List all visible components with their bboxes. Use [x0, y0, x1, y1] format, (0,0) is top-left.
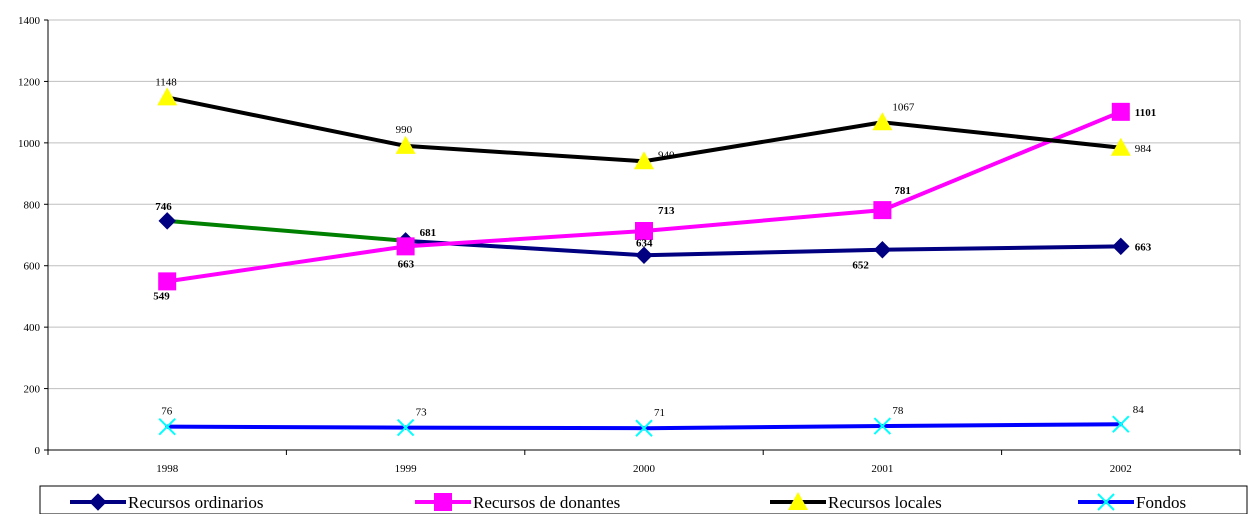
- axes: 0 200 400 600 800 1000 1200 1400 1998 1999 2000 200…: [18, 15, 1241, 475]
- data-label-recursos-de-donantes-2002: 1101: [1135, 107, 1156, 119]
- legend-box: [39, 485, 1248, 514]
- legend-item-recursos-de-donantes: Recursos de donantes: [415, 493, 620, 512]
- y-tick-label-200: 200: [24, 384, 41, 396]
- x-tick-label-1998: 1998: [156, 463, 179, 475]
- legend-item-recursos-locales: Recursos locales: [770, 492, 942, 512]
- series-segment-fondos-1: [403, 425, 646, 431]
- series-segment-recursos-de-donantes-1: [403, 229, 646, 249]
- y-tick-label-400: 400: [24, 322, 41, 334]
- point-fondos-2002-stroke-b: [1112, 415, 1130, 433]
- x-tick-label-2000: 2000: [633, 463, 656, 475]
- legend-marker-fondos: [1097, 493, 1115, 511]
- point-fondos-1998: [158, 417, 176, 436]
- legend-marker-recursos-locales: [788, 492, 808, 510]
- y-tick-label-800: 800: [24, 199, 41, 211]
- data-label-recursos-de-donantes-2000: 713: [658, 205, 675, 217]
- y-tick-label-1000: 1000: [18, 138, 41, 150]
- legend-item-fondos: Fondos: [1078, 493, 1186, 512]
- point-fondos-2001: [873, 417, 892, 435]
- point-recursos-de-donantes-2001: [873, 201, 892, 220]
- x-tick-label-2001: 2001: [871, 463, 893, 475]
- series-segment-recursos-locales-3: [880, 120, 1123, 150]
- data-labels: 746 681 634 652 663 549 663 713 781 1101 1148 990 94…: [153, 76, 1156, 419]
- y-tick-label-1400: 1400: [18, 15, 41, 27]
- series-segment-recursos-de-donantes-3: [880, 109, 1123, 213]
- point-recursos-locales-2000: [634, 151, 654, 170]
- legend-marker-fondos-stroke-b: [1097, 493, 1115, 511]
- point-recursos-locales-1999: [395, 135, 416, 154]
- series-segment-recursos-ordinarios-0: [165, 218, 408, 243]
- data-label-recursos-de-donantes-2001: 781: [894, 185, 911, 197]
- series-segment-fondos-2: [642, 424, 885, 431]
- series-markers: [157, 87, 1131, 437]
- point-recursos-de-donantes-1999: [396, 237, 415, 256]
- x-tick-label-2002: 2002: [1110, 463, 1132, 475]
- series-segment-recursos-locales-2: [642, 120, 885, 164]
- data-label-recursos-locales-2000: 940: [658, 149, 675, 161]
- data-label-fondos-1999: 73: [416, 407, 428, 419]
- series-segment-recursos-de-donantes-2: [642, 208, 885, 234]
- point-recursos-locales-2002: [1110, 137, 1131, 156]
- point-recursos-locales-1998: [157, 87, 178, 106]
- data-label-fondos-2002: 84: [1133, 404, 1145, 416]
- data-label-recursos-de-donantes-1999: 663: [398, 258, 415, 270]
- legend-label-fondos: Fondos: [1136, 493, 1186, 512]
- legend-label-recursos-ordinarios: Recursos ordinarios: [128, 493, 264, 512]
- series-segment-recursos-ordinarios-2: [642, 247, 885, 258]
- gridlines: [48, 19, 1241, 450]
- legend-label-recursos-locales: Recursos locales: [828, 493, 942, 512]
- series-segment-fondos-3: [880, 422, 1123, 429]
- y-tick-label-600: 600: [24, 261, 41, 273]
- data-label-fondos-2000: 71: [654, 407, 665, 419]
- data-label-fondos-2001: 78: [892, 405, 904, 417]
- point-recursos-locales-2001: [872, 112, 893, 131]
- point-fondos-1998-stroke-b: [158, 417, 176, 436]
- point-recursos-de-donantes-1998: [158, 272, 177, 291]
- legend-marker-recursos-ordinarios: [89, 493, 107, 511]
- legend-label-recursos-de-donantes: Recursos de donantes: [473, 493, 620, 512]
- series-lines: [165, 95, 1123, 431]
- point-fondos-2002: [1112, 415, 1130, 433]
- data-label-recursos-locales-2001: 1067: [892, 101, 915, 113]
- point-recursos-ordinarios-1998: [158, 212, 176, 230]
- data-label-recursos-ordinarios-2001: 652: [852, 260, 869, 272]
- y-tick-label-0: 0: [35, 445, 41, 457]
- point-fondos-2000-stroke-b: [635, 419, 653, 437]
- data-label-recursos-locales-1999: 990: [396, 124, 413, 136]
- series-segment-recursos-de-donantes-0: [165, 244, 408, 284]
- data-label-recursos-ordinarios-2002: 663: [1135, 241, 1152, 253]
- point-recursos-de-donantes-2002: [1111, 102, 1130, 121]
- data-label-recursos-locales-1998: 1148: [155, 76, 177, 88]
- series-segment-recursos-locales-0: [165, 95, 408, 148]
- series-segment-recursos-locales-1: [403, 143, 646, 164]
- point-fondos-1999: [396, 418, 415, 437]
- data-label-fondos-1998: 76: [161, 406, 173, 418]
- point-recursos-ordinarios-2000: [635, 246, 653, 264]
- legend-item-recursos-ordinarios: Recursos ordinarios: [70, 493, 264, 512]
- data-label-recursos-de-donantes-1998: 549: [153, 290, 170, 302]
- point-recursos-ordinarios-2002: [1112, 237, 1130, 256]
- legend: Recursos ordinarios Recursos de donantes R…: [39, 485, 1248, 514]
- point-recursos-ordinarios-2001: [873, 241, 892, 259]
- point-fondos-2001-stroke-b: [873, 417, 892, 435]
- data-label-recursos-ordinarios-1999: 681: [420, 227, 437, 239]
- point-fondos-2000: [635, 419, 653, 437]
- x-tick-label-1999: 1999: [395, 463, 418, 475]
- point-fondos-1999-stroke-b: [396, 418, 415, 437]
- data-label-recursos-ordinarios-2000: 634: [636, 237, 653, 249]
- series-segment-fondos-0: [165, 424, 408, 430]
- y-tick-label-1200: 1200: [18, 76, 41, 88]
- data-label-recursos-locales-2002: 984: [1135, 143, 1152, 155]
- legend-marker-recursos-de-donantes: [434, 493, 452, 511]
- data-label-recursos-ordinarios-1998: 746: [155, 201, 172, 213]
- point-recursos-de-donantes-2000: [635, 222, 653, 241]
- series-segment-recursos-ordinarios-3: [880, 244, 1123, 252]
